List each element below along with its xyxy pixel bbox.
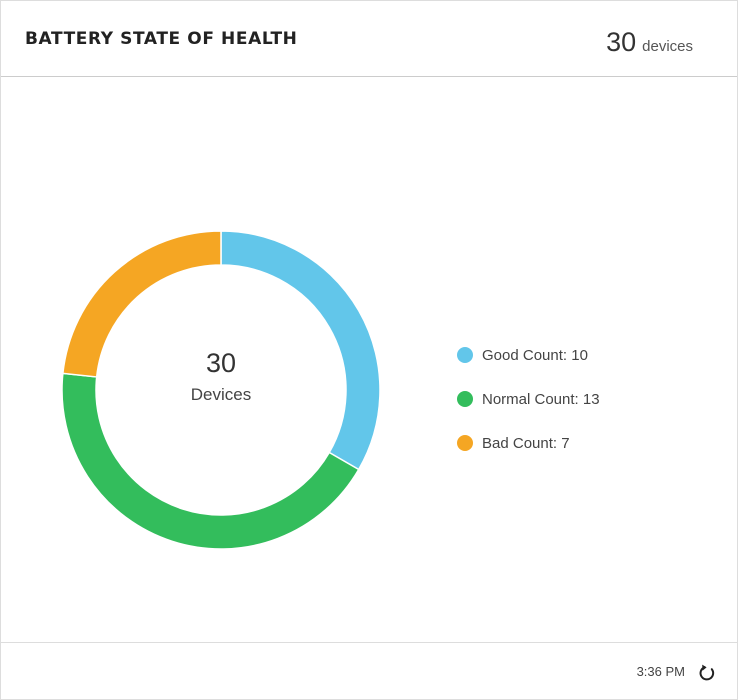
device-count-unit: devices [642,38,693,55]
center-value: 30 [206,348,236,378]
legend-dot [457,391,473,407]
card-title: BATTERY STATE OF HEALTH [25,29,298,49]
legend-dot [457,347,473,363]
device-count: 30 devices [606,27,693,58]
device-count-number: 30 [606,27,637,57]
chart-legend: Good Count: 10 Normal Count: 13 Bad Count:… [457,333,600,465]
chart-area: 30 Devices Good Count: 10 Normal Count: 1… [1,77,737,641]
legend-item-good-count[interactable]: Good Count: 10 [457,333,600,377]
card-header: BATTERY STATE OF HEALTH 30 devices [1,1,737,77]
donut-slice-good-count[interactable] [220,230,381,471]
legend-label: Bad Count: 7 [482,434,570,452]
refresh-icon[interactable] [697,663,717,683]
donut-slice-normal-count[interactable] [61,372,360,550]
card-footer: 3:36 PM [1,642,737,700]
legend-item-normal-count[interactable]: Normal Count: 13 [457,377,600,421]
legend-dot [457,435,473,451]
legend-item-bad-count[interactable]: Bad Count: 7 [457,421,600,465]
center-label: Devices [191,385,251,404]
legend-label: Good Count: 10 [482,346,588,364]
legend-label: Normal Count: 13 [482,390,600,408]
donut-chart: 30 Devices [61,230,381,550]
donut-slice-bad-count[interactable] [62,230,222,378]
last-updated-time: 3:36 PM [636,664,685,679]
